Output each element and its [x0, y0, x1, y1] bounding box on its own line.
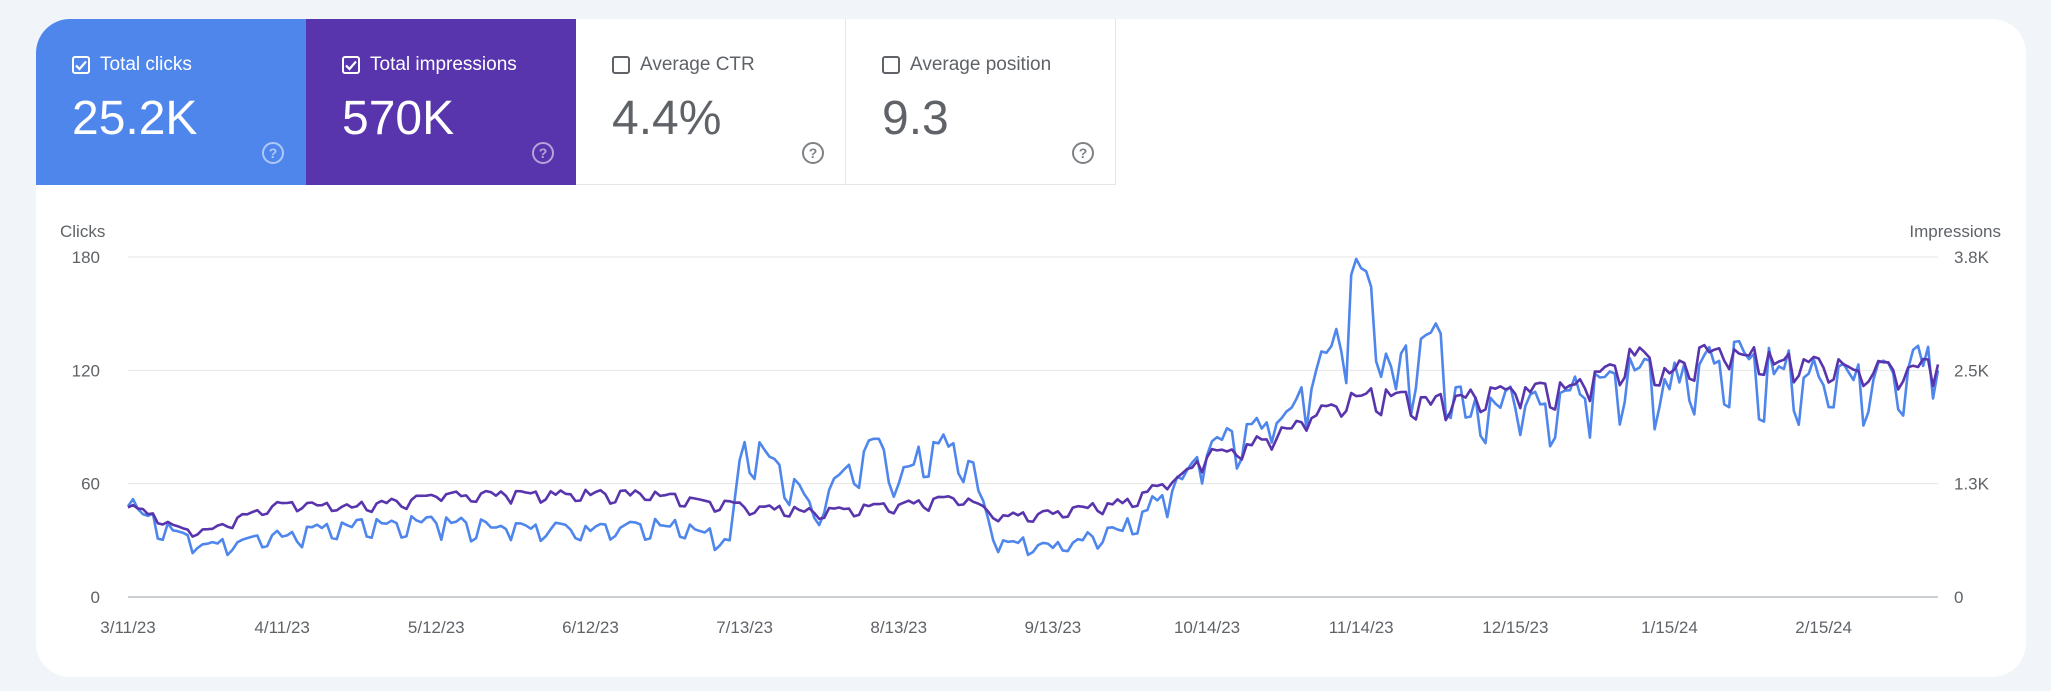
x-tick-label: 9/13/23: [1025, 618, 1082, 637]
metric-value: 9.3: [882, 92, 949, 145]
right-tick-label: 3.8K: [1954, 248, 1990, 267]
checkbox-unchecked-icon[interactable]: [612, 56, 630, 74]
checkbox-checked-icon[interactable]: [72, 56, 90, 74]
metric-average-position[interactable]: Average position 9.3 ?: [846, 19, 1116, 185]
x-tick-label: 11/14/23: [1329, 618, 1394, 637]
metric-label: Total impressions: [370, 54, 517, 75]
metric-header: Total impressions: [342, 54, 517, 76]
left-tick-label: 60: [81, 475, 100, 494]
metric-value: 25.2K: [72, 92, 198, 145]
series-line-clicks[interactable]: [126, 257, 1940, 557]
metric-tabs: Total clicks 25.2K ? Total impressions 5…: [36, 19, 1116, 185]
right-axis-label: Impressions: [1909, 222, 2001, 241]
metric-header: Average position: [882, 54, 1051, 76]
x-tick-label: 2/15/24: [1795, 618, 1852, 637]
help-icon[interactable]: ?: [532, 142, 554, 164]
metric-total-impressions[interactable]: Total impressions 570K ?: [306, 19, 576, 185]
metric-value: 4.4%: [612, 92, 722, 145]
metric-label: Total clicks: [100, 54, 192, 75]
performance-card: Total clicks 25.2K ? Total impressions 5…: [36, 19, 2026, 677]
right-tick-label: 1.3K: [1954, 475, 1990, 494]
metric-header: Average CTR: [612, 54, 755, 76]
metric-total-clicks[interactable]: Total clicks 25.2K ?: [36, 19, 306, 185]
x-tick-label: 8/13/23: [870, 618, 927, 637]
help-icon[interactable]: ?: [1072, 142, 1094, 164]
right-tick-label: 2.5K: [1954, 361, 1990, 380]
left-tick-label: 180: [72, 248, 100, 267]
right-tick-label: 0: [1954, 588, 1963, 607]
x-tick-label: 6/12/23: [562, 618, 619, 637]
left-axis-label: Clicks: [60, 222, 105, 241]
left-tick-label: 0: [91, 588, 100, 607]
performance-chart[interactable]: 0 60 120 180 0 1.3K 2.5K 3.8K 3/11/23 4/11/23 5/12…: [36, 19, 2026, 677]
metric-label: Average position: [910, 54, 1052, 75]
x-tick-label: 10/14/23: [1174, 618, 1240, 637]
x-tick-label: 12/15/23: [1482, 618, 1548, 637]
x-tick-label: 7/13/23: [716, 618, 773, 637]
metric-header: Total clicks: [72, 54, 192, 76]
help-icon[interactable]: ?: [802, 142, 824, 164]
series-line-impressions[interactable]: [127, 343, 1940, 538]
checkbox-checked-icon[interactable]: [342, 56, 360, 74]
metric-label: Average CTR: [640, 54, 755, 75]
x-tick-label: 3/11/23: [100, 618, 155, 637]
x-tick-label: 1/15/24: [1641, 618, 1698, 637]
x-tick-label: 5/12/23: [408, 618, 465, 637]
metric-average-ctr[interactable]: Average CTR 4.4% ?: [576, 19, 846, 185]
left-tick-label: 120: [72, 361, 100, 380]
checkbox-unchecked-icon[interactable]: [882, 56, 900, 74]
metric-value: 570K: [342, 92, 455, 145]
x-tick-label: 4/11/23: [254, 618, 309, 637]
help-icon[interactable]: ?: [262, 142, 284, 164]
